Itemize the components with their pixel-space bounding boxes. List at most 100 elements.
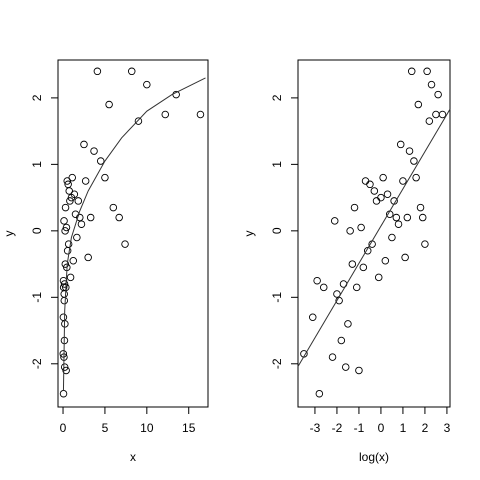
- point: [410, 157, 418, 165]
- point: [370, 187, 379, 195]
- point: [64, 240, 73, 248]
- point: [101, 173, 109, 182]
- point: [394, 220, 403, 228]
- point: [414, 100, 423, 109]
- point: [423, 67, 431, 76]
- point: [399, 177, 407, 185]
- point: [313, 276, 321, 285]
- point: [392, 213, 401, 222]
- point: [80, 140, 88, 149]
- y-tick-label: 2: [30, 94, 44, 101]
- point: [65, 187, 73, 195]
- y-tick-label: 0: [30, 227, 44, 234]
- point: [96, 157, 105, 165]
- point: [62, 366, 70, 375]
- x-tick-label: -1: [354, 421, 365, 435]
- point: [86, 213, 95, 222]
- point: [418, 213, 427, 222]
- y-tick-label: -1: [270, 292, 284, 303]
- point: [357, 223, 365, 232]
- y-tick-label: 1: [30, 161, 44, 168]
- x-tick-label: 3: [444, 421, 451, 435]
- fit-line: [62, 77, 206, 391]
- point: [403, 213, 412, 222]
- point: [425, 117, 434, 125]
- x-axis-label: x: [130, 450, 136, 464]
- point: [337, 336, 346, 345]
- panel: 0 5 10 15 -2 -1 0 1 2 x y: [2, 59, 209, 464]
- x-tick-label: -2: [332, 421, 343, 435]
- point: [346, 227, 354, 235]
- point: [68, 173, 76, 182]
- y-axis-label: y: [242, 231, 256, 237]
- point: [359, 263, 368, 272]
- point: [416, 203, 425, 212]
- point: [60, 290, 68, 298]
- point: [381, 257, 390, 265]
- point: [74, 197, 83, 205]
- point: [90, 147, 98, 155]
- point: [121, 240, 129, 248]
- x-tick-label: 15: [182, 421, 196, 435]
- x-tick-label: 5: [102, 421, 109, 435]
- point: [69, 257, 78, 265]
- point: [161, 110, 170, 119]
- y-tick-label: 0: [270, 227, 284, 234]
- point: [59, 350, 68, 358]
- point: [59, 389, 68, 398]
- x-tick-label: 2: [422, 421, 429, 435]
- y-tick-label: 2: [270, 94, 284, 101]
- point: [405, 147, 414, 155]
- y-tick-label: -2: [270, 358, 284, 369]
- point: [77, 220, 86, 228]
- x-tick-label: 0: [378, 421, 385, 435]
- x-axis-label: log(x): [359, 450, 389, 464]
- point: [421, 240, 429, 248]
- y-axis-label: y: [2, 231, 16, 237]
- point: [383, 190, 392, 199]
- point: [396, 140, 405, 149]
- point: [81, 177, 90, 185]
- point: [401, 253, 409, 262]
- point: [366, 180, 374, 189]
- point: [412, 173, 420, 182]
- point: [105, 100, 113, 109]
- y-tick-label: 1: [270, 161, 284, 168]
- point: [330, 217, 339, 225]
- point: [60, 296, 69, 305]
- fit-line: [297, 108, 451, 367]
- y-tick-label: -1: [30, 292, 44, 303]
- point: [66, 273, 75, 282]
- point: [73, 233, 81, 242]
- point: [127, 67, 136, 76]
- point: [61, 203, 70, 212]
- point: [372, 197, 381, 205]
- x-tick-label: 1: [400, 421, 407, 435]
- panel: -3 -2 -1 0 1 2 3 -2 -1 0 1 2 log(x) y: [242, 59, 451, 464]
- point: [308, 313, 317, 322]
- point: [60, 217, 68, 225]
- point: [374, 273, 383, 282]
- point: [434, 90, 442, 99]
- point: [61, 227, 69, 235]
- point: [344, 320, 352, 328]
- point: [341, 363, 350, 371]
- point: [60, 280, 69, 288]
- plot-box: [57, 59, 209, 408]
- point: [143, 80, 151, 89]
- point: [66, 197, 74, 205]
- y-tick-label: -2: [30, 358, 44, 369]
- point: [59, 313, 68, 322]
- point: [70, 190, 79, 199]
- point: [407, 67, 416, 76]
- point: [350, 203, 359, 212]
- point: [379, 173, 387, 182]
- point: [315, 389, 324, 398]
- point: [352, 283, 361, 292]
- point: [60, 363, 69, 371]
- point: [388, 233, 396, 242]
- point: [61, 260, 70, 268]
- point: [319, 283, 328, 292]
- point: [134, 117, 143, 125]
